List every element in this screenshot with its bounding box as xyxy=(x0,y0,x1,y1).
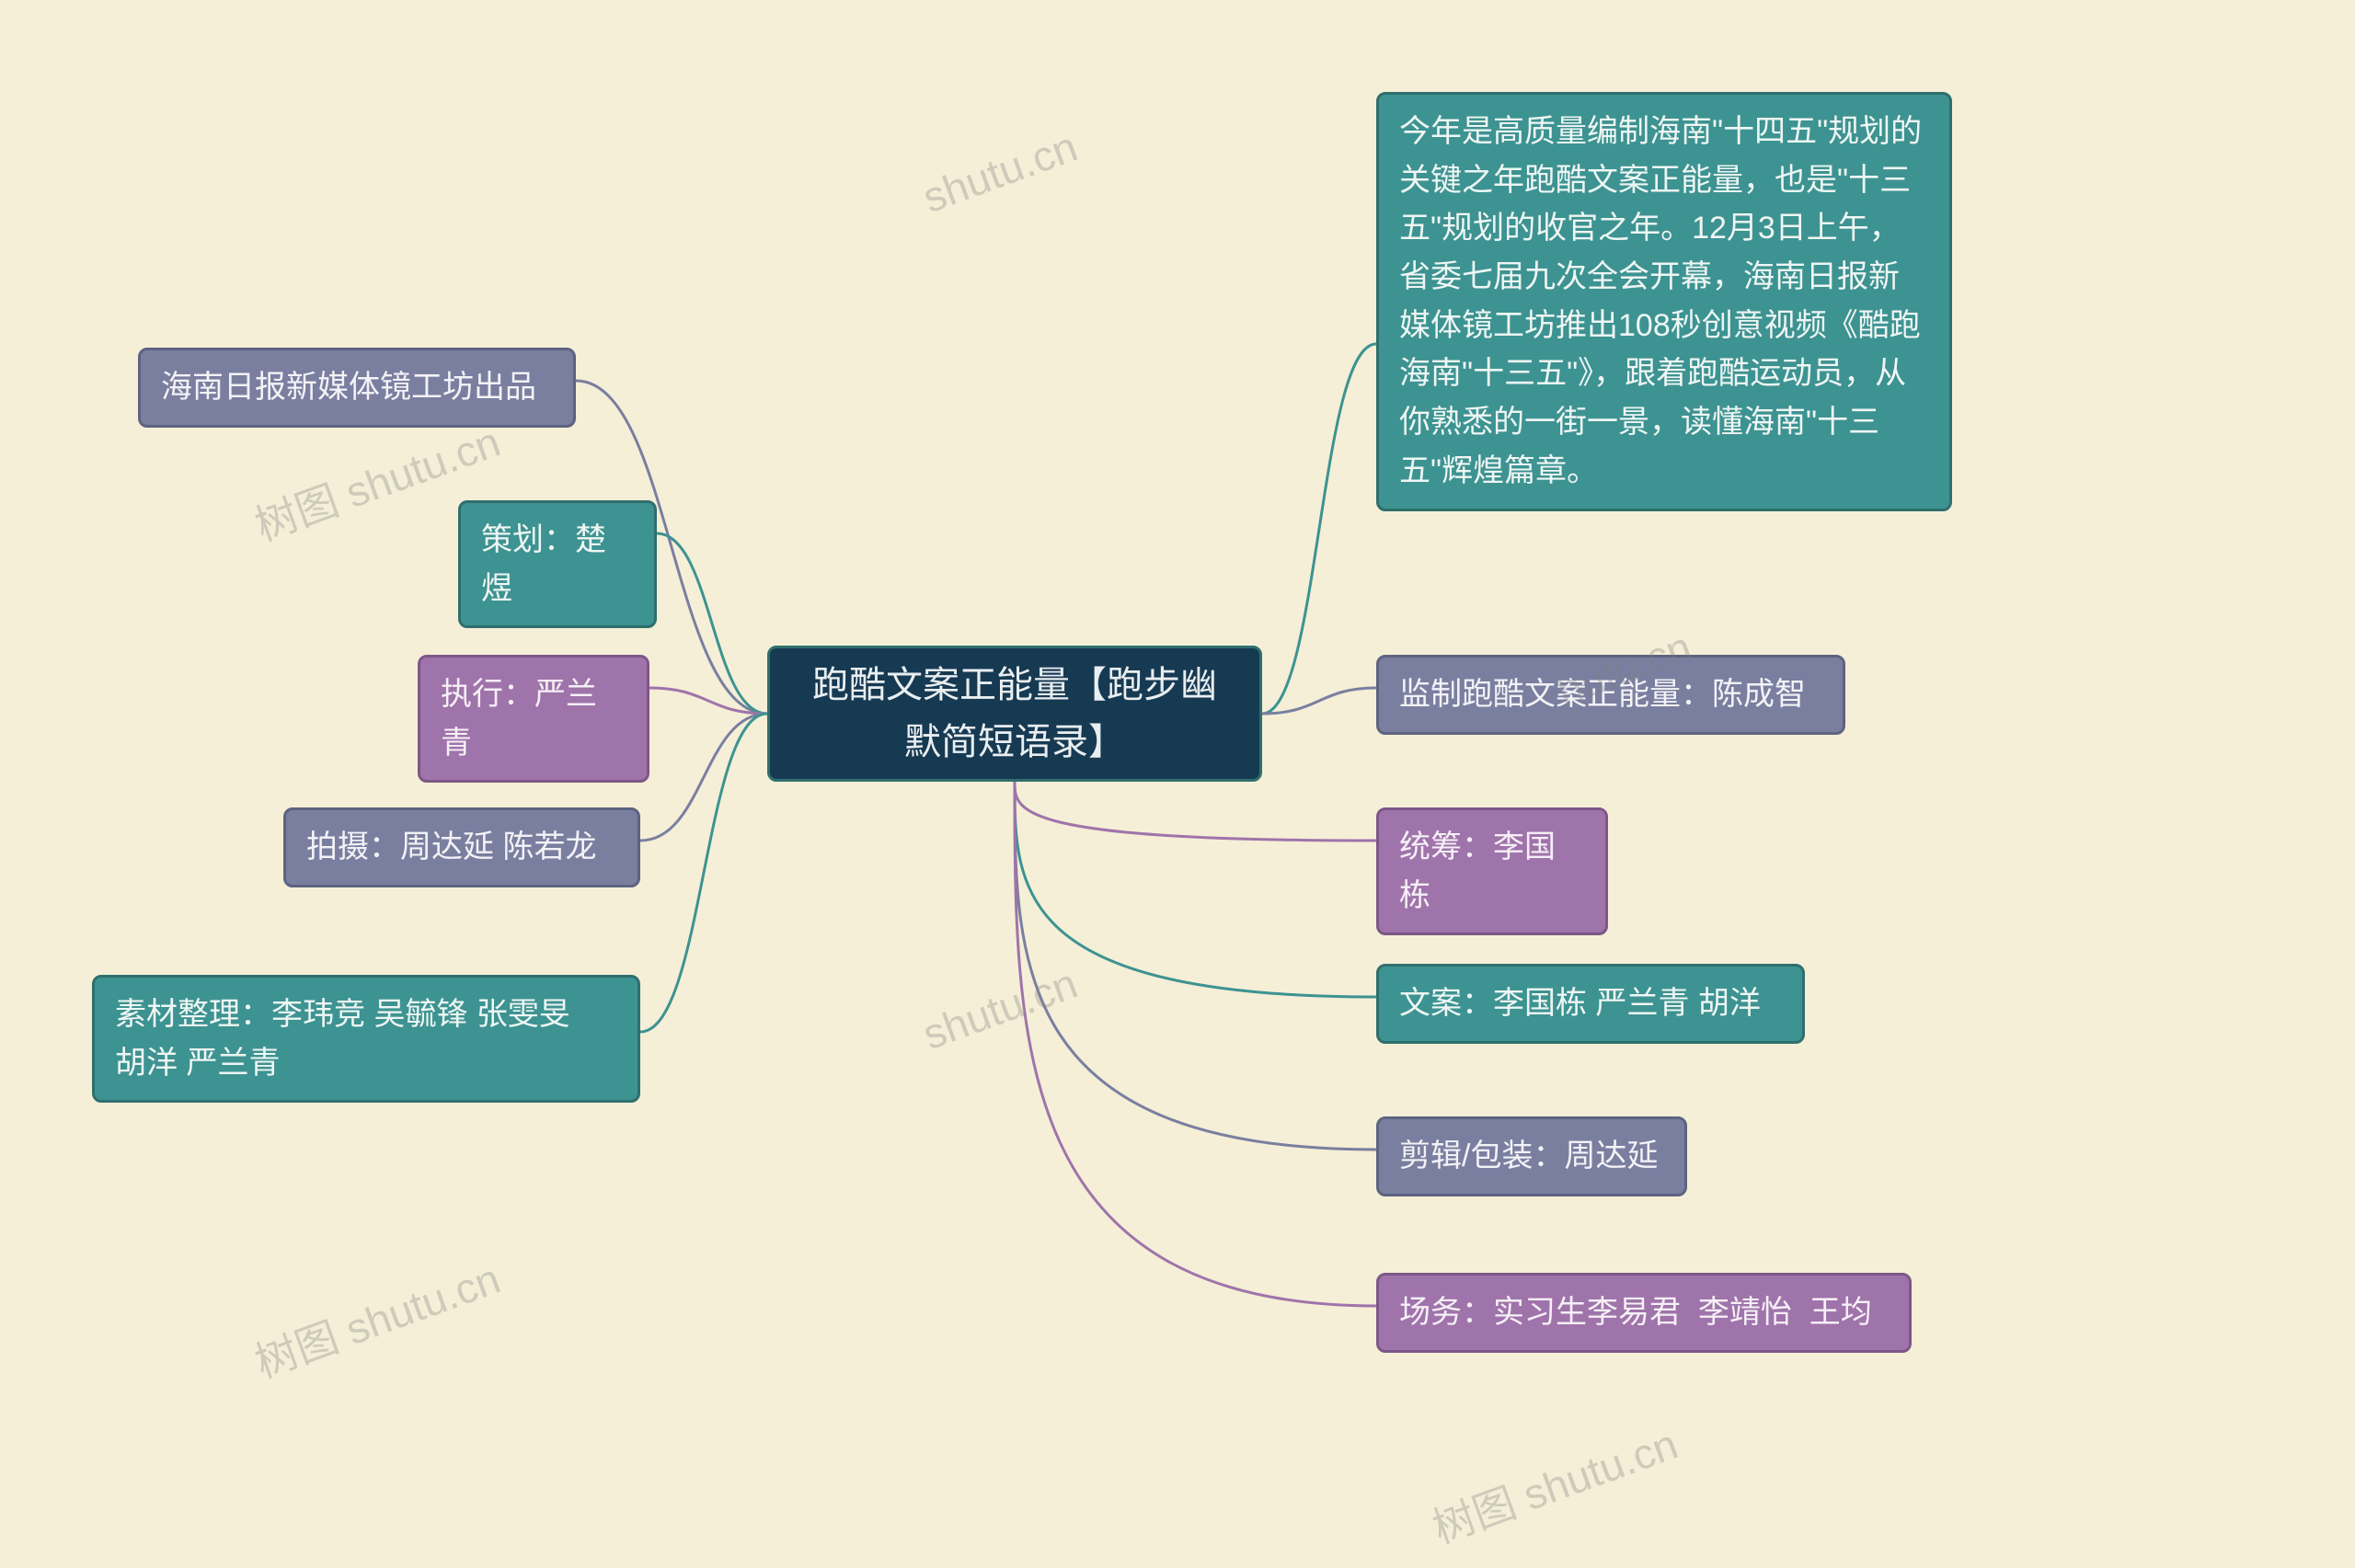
edge xyxy=(649,688,767,714)
node-label: 跑酷文案正能量【跑步幽 默简短语录】 xyxy=(812,657,1217,771)
node-label: 场务：实习生李易君 李靖怡 王均 xyxy=(1399,1295,1872,1330)
edge xyxy=(1015,782,1376,1150)
edge xyxy=(1015,782,1376,1306)
branch-node: 拍摄：周达延 陈若龙 xyxy=(283,807,640,887)
branch-node: 统筹：李国栋 xyxy=(1376,807,1608,935)
edge xyxy=(1262,688,1376,714)
node-label: 素材整理：李玮竞 吴毓锋 张雯旻 胡洋 严兰青 xyxy=(115,997,570,1081)
node-label: 监制跑酷文案正能量：陈成智 xyxy=(1399,677,1806,712)
center-node: 跑酷文案正能量【跑步幽 默简短语录】 xyxy=(767,646,1262,782)
branch-node: 文案：李国栋 严兰青 胡洋 xyxy=(1376,964,1805,1044)
edge xyxy=(1262,344,1376,714)
edge xyxy=(640,714,767,1032)
watermark: 树图 shutu.cn xyxy=(1423,1411,1684,1555)
node-label: 文案：李国栋 严兰青 胡洋 xyxy=(1399,986,1761,1021)
branch-node: 海南日报新媒体镜工坊出品 xyxy=(138,348,576,428)
node-label: 剪辑/包装：周达延 xyxy=(1399,1139,1658,1173)
branch-node: 执行：严兰青 xyxy=(418,655,649,783)
node-label: 今年是高质量编制海南"十四五"规划的关键之年跑酷文案正能量，也是"十三五"规划的… xyxy=(1399,114,1922,488)
edge xyxy=(657,533,767,714)
node-label: 统筹：李国栋 xyxy=(1399,830,1556,913)
edge xyxy=(1015,782,1376,841)
edge xyxy=(640,714,767,841)
node-label: 策划：楚煜 xyxy=(481,522,606,606)
node-label: 拍摄：周达延 陈若龙 xyxy=(306,830,596,864)
node-label: 执行：严兰青 xyxy=(441,677,597,761)
branch-node: 场务：实习生李易君 李靖怡 王均 xyxy=(1376,1273,1912,1353)
watermark: shutu.cn xyxy=(916,121,1084,223)
branch-node: 今年是高质量编制海南"十四五"规划的关键之年跑酷文案正能量，也是"十三五"规划的… xyxy=(1376,92,1952,511)
edge xyxy=(1015,782,1376,997)
edge-layer xyxy=(0,0,2355,1568)
branch-node: 剪辑/包装：周达延 xyxy=(1376,1116,1687,1196)
branch-node: 策划：楚煜 xyxy=(458,500,657,628)
branch-node: 素材整理：李玮竞 吴毓锋 张雯旻 胡洋 严兰青 xyxy=(92,975,640,1103)
watermark: shutu.cn xyxy=(916,958,1084,1059)
node-label: 海南日报新媒体镜工坊出品 xyxy=(161,370,536,405)
watermark: 树图 shutu.cn xyxy=(246,1245,507,1390)
branch-node: 监制跑酷文案正能量：陈成智 xyxy=(1376,655,1845,735)
mindmap-canvas: 跑酷文案正能量【跑步幽 默简短语录】 海南日报新媒体镜工坊出品策划：楚煜执行：严兰… xyxy=(0,0,2355,1568)
